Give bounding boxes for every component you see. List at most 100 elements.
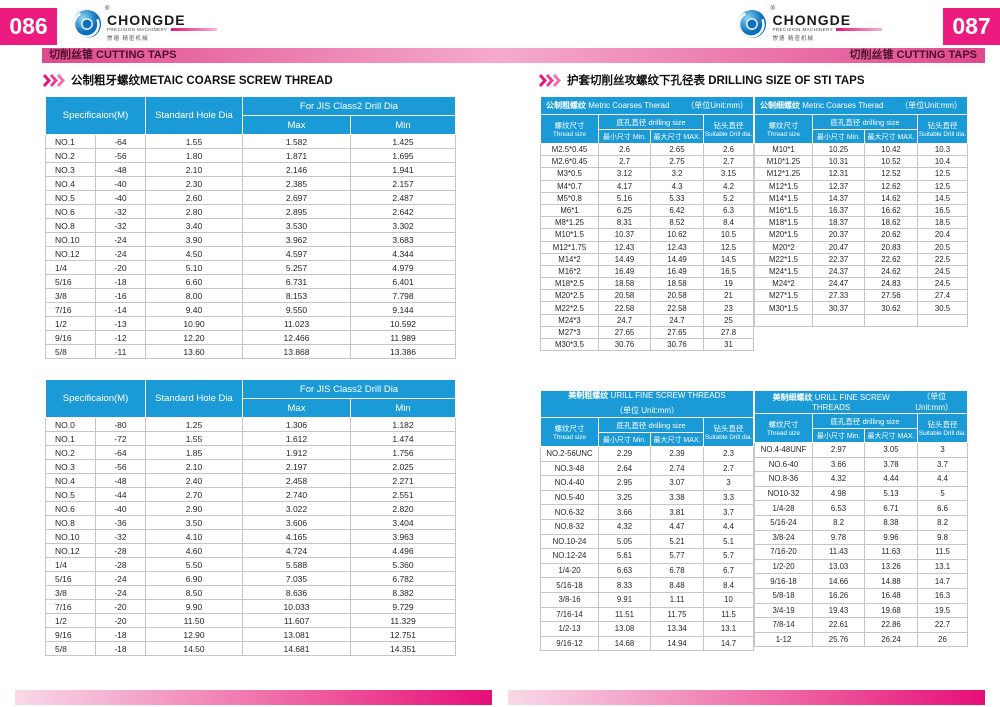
table-cell: 9.78 [812,529,865,546]
table-row: M10*1 10.25 10.42 10.3 [754,142,969,157]
table-cell: 10 [703,591,754,608]
table-cell: -28 [95,543,146,558]
table-title-en: Metric Coarses Therad [588,101,670,110]
table-cell: 7/16-20 [754,544,813,560]
table-cell: 6.71 [864,500,918,516]
table-cell: 3.2 [650,167,704,181]
table-cell: 5.2 [702,191,755,205]
table-cell: NO.10 [45,529,96,544]
table-cell: 12.52 [864,167,918,181]
col-header-suitable-drill: 钻头直径 Suitable Drill dia. [916,114,969,144]
table-cell: 8.48 [650,577,704,593]
table-cell: M22*2.5 [540,301,599,315]
table-cell: 3.38 [650,489,704,506]
table-cell: 13.34 [650,621,704,637]
table-cell: 11.607 [242,613,351,628]
sti-table-metric-coarse: 公制粗螺纹 Metric Coarses Therad （单位Unit:mm） … [539,96,755,352]
table-row: NO10-32 4.98 5.13 5 [754,485,969,502]
table-cell: 3.683 [350,232,456,247]
table-cell: M24*3 [540,313,599,327]
table-unit: （单位 Unit:mm） [615,406,679,415]
table-cell: 1/4 [45,557,96,572]
table-cell: 1.612 [242,431,351,446]
table-cell [916,313,969,327]
table-cell: 3.530 [242,218,351,233]
table-cell: 30.76 [598,337,651,352]
table-cell: -28 [95,557,146,572]
table-cell: 3.7 [916,456,969,473]
table-row: NO.8 -32 3.40 3.530 3.302 [45,218,456,233]
table-cell: NO.0 [45,417,96,432]
table-cell: -14 [95,302,146,317]
table-cell: M14*1.5 [754,191,813,205]
table-cell: 9/16-18 [754,573,813,589]
col-header-drilling-size: 底孔直径 drilling size [812,114,918,130]
table-row: M16*1.5 16.37 16.62 16.5 [754,203,969,218]
table-row: M14*1.5 14.37 14.62 14.5 [754,191,969,205]
table-row: NO.4-40 2.95 3.07 3 [540,475,754,491]
table-row: NO.6-32 3.66 3.81 3.7 [540,504,754,520]
table-cell: 8.50 [145,585,243,600]
section-title-right: 护套切削丝攻螺纹下孔径表 DRILLING SIZE OF STI TAPS [538,72,865,88]
table-row: M20*2 20.47 20.83 20.5 [754,240,969,254]
footer-gradient-bar [15,690,492,705]
table-title-en: Metric Coarses Therad [802,101,884,110]
table-cell: 20.47 [812,240,865,254]
table-row: NO.6 -40 2.90 3.022 2.820 [45,501,456,516]
table-cell: 14.66 [812,573,865,589]
table-row: 7/16 -14 9.40 9.550 9.144 [45,302,456,317]
table-cell: 20.58 [650,289,704,303]
table-title-en: URILL FINE SCREW THREADS [811,393,890,412]
table-cell: NO.8 [45,515,96,530]
table-cell: M24*1.5 [754,264,813,279]
table-row: 9/16 -12 12.20 12.466 11.989 [45,330,456,345]
globe-icon [72,9,102,39]
table-cell: 4.4 [703,518,754,535]
table-cell: 27.56 [864,289,918,303]
table-cell: M22*1.5 [754,252,813,266]
table-cell: 5/16-18 [540,577,599,593]
table-cell: 5.50 [145,557,243,572]
table-row: 9/16 -18 12.90 13.081 12.751 [45,627,456,642]
table-cell: 3.404 [350,515,456,530]
table-cell: 16.5 [702,264,755,279]
table-cell: 3.7 [703,504,754,520]
table-cell: 24.62 [864,264,918,279]
table-cell: 2.642 [350,204,456,219]
table-cell: 16.49 [598,264,651,279]
table-cell: 5.21 [650,533,704,550]
table-cell: 22.61 [812,617,865,633]
table-cell: -56 [95,459,146,474]
table-cell: 1/2 [45,316,96,331]
table-cell: M18*2.5 [540,277,599,291]
table-cell: -64 [95,134,146,149]
table-cell: 1.582 [242,134,351,149]
table-cell: 5.257 [242,260,351,275]
logo-dash-line [170,28,217,31]
table-cell: 1/4-28 [754,500,813,516]
table-cell: NO.10 [45,232,96,247]
table-cell: 10.5 [702,228,755,242]
table-cell: 2.3 [703,446,754,462]
table-cell: 2.740 [242,487,351,502]
table-cell: 2.64 [598,460,651,477]
table-row: M10*1.5 10.37 10.62 10.5 [540,228,755,242]
table-cell: 1.306 [242,417,351,432]
table-row: M18*2.5 18.58 18.58 19 [540,277,755,291]
table-cell: 10.25 [812,142,865,157]
table-cell: NO.5 [45,190,96,205]
table-cell: 1.55 [145,431,243,446]
table-cell: 13.60 [145,344,243,359]
table-cell: 16.3 [916,587,969,604]
table-row: 5/8-18 16.26 16.48 16.3 [754,587,969,604]
table-cell: 2.157 [350,176,456,191]
table-cell: 27.4 [916,289,969,303]
table-row: NO.2 -64 1.85 1.912 1.756 [45,445,456,460]
table-title-en: URILL FINE SCREW THREADS [610,391,726,401]
table-cell: NO.10-24 [540,533,599,550]
table-cell: M20*1.5 [754,228,813,242]
col-header-standard-hole: Standard Hole Dia [145,96,243,135]
table-cell: 30.5 [916,301,969,315]
table-row: M12*1.25 12.31 12.52 12.5 [754,167,969,181]
table-cell: 3.90 [145,232,243,247]
